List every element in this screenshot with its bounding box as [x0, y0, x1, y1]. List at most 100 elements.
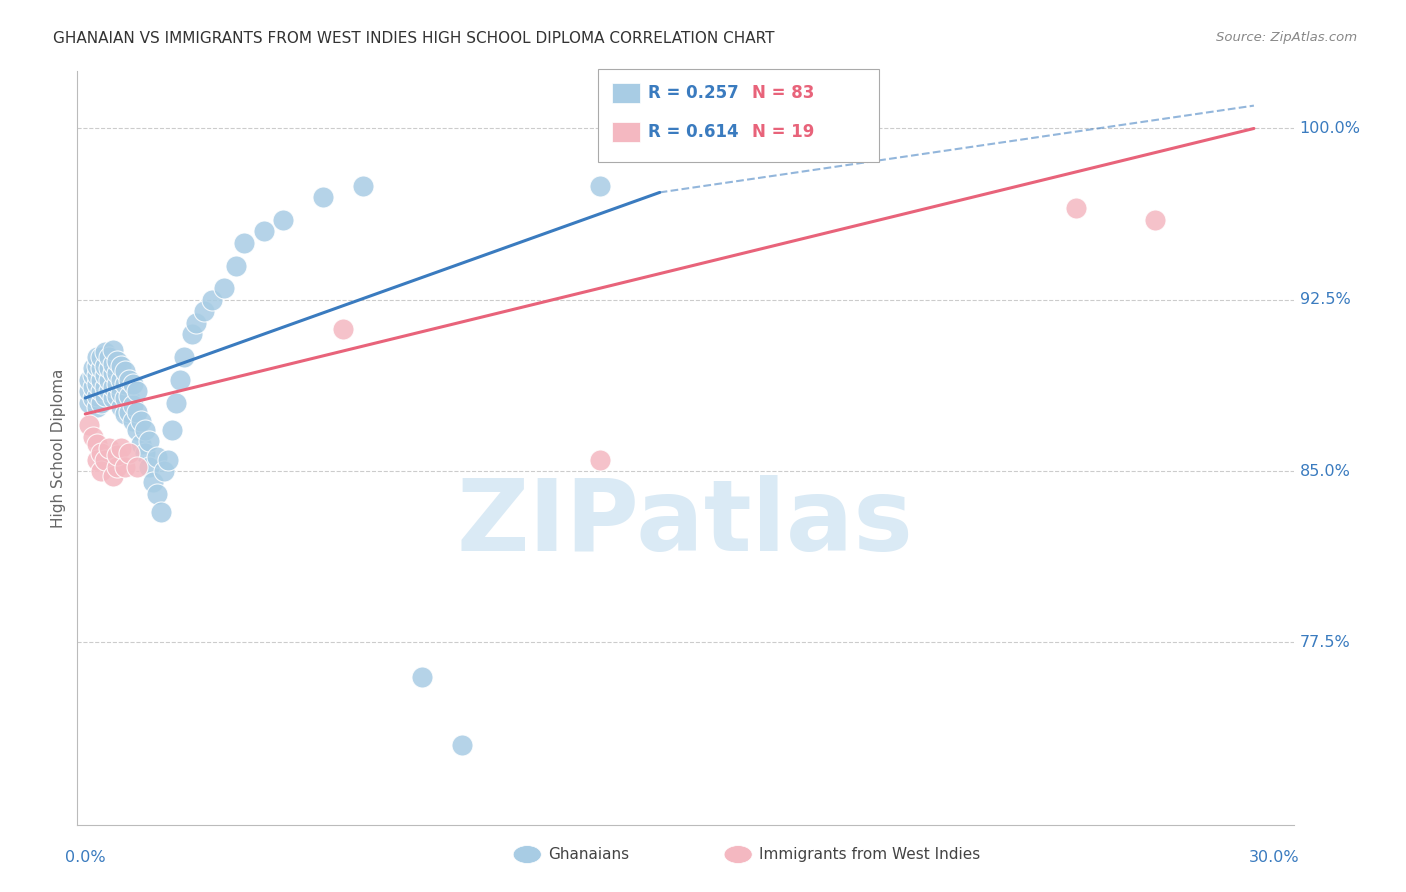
Point — [118, 373, 141, 387]
Point — [181, 326, 204, 341]
Point — [212, 281, 235, 295]
Point — [121, 377, 143, 392]
Point — [86, 350, 108, 364]
Point — [82, 379, 104, 393]
Point — [105, 354, 128, 368]
Point — [273, 212, 295, 227]
Point — [312, 190, 335, 204]
Point — [153, 464, 176, 478]
Point — [450, 738, 472, 752]
Point — [105, 448, 128, 462]
Point — [134, 423, 156, 437]
Point — [145, 487, 167, 501]
Point — [114, 363, 136, 377]
Point — [118, 405, 141, 419]
Point — [101, 391, 124, 405]
Point — [90, 395, 112, 409]
Point — [193, 304, 215, 318]
Point — [110, 359, 132, 373]
Point — [90, 350, 112, 364]
Point — [173, 350, 195, 364]
Text: N = 19: N = 19 — [752, 123, 814, 141]
Point — [118, 389, 141, 403]
Point — [110, 442, 132, 455]
Point — [201, 293, 224, 307]
Point — [101, 343, 124, 357]
Point — [118, 446, 141, 460]
Point — [125, 384, 148, 398]
Point — [94, 452, 117, 467]
Point — [86, 377, 108, 392]
Point — [86, 400, 108, 414]
Point — [157, 452, 180, 467]
Point — [105, 377, 128, 392]
Point — [94, 389, 117, 403]
Point — [134, 446, 156, 460]
Point — [105, 389, 128, 403]
Point — [332, 322, 354, 336]
Point — [589, 452, 612, 467]
Point — [114, 391, 136, 405]
Point — [82, 368, 104, 383]
Point — [138, 434, 160, 449]
Point — [114, 459, 136, 474]
Point — [98, 373, 121, 387]
Point — [125, 459, 148, 474]
Point — [98, 442, 121, 455]
Point — [101, 379, 124, 393]
Point — [114, 407, 136, 421]
Text: 100.0%: 100.0% — [1299, 121, 1361, 136]
Point — [186, 316, 208, 330]
Point — [98, 361, 121, 376]
Point — [411, 670, 433, 684]
Point — [86, 389, 108, 403]
Point — [77, 418, 100, 433]
Point — [165, 395, 187, 409]
Point — [90, 464, 112, 478]
Point — [86, 359, 108, 373]
Text: 92.5%: 92.5% — [1299, 293, 1350, 307]
Point — [129, 436, 152, 450]
Point — [121, 398, 143, 412]
Point — [86, 452, 108, 467]
Point — [1143, 212, 1166, 227]
Point — [105, 366, 128, 380]
Point — [98, 384, 121, 398]
Point — [82, 391, 104, 405]
Text: ZIPatlas: ZIPatlas — [457, 475, 914, 572]
Point — [90, 361, 112, 376]
Text: Source: ZipAtlas.com: Source: ZipAtlas.com — [1216, 31, 1357, 45]
Point — [138, 459, 160, 474]
Point — [90, 446, 112, 460]
Point — [142, 475, 165, 490]
Text: 30.0%: 30.0% — [1249, 850, 1299, 865]
Point — [77, 384, 100, 398]
Text: R = 0.257: R = 0.257 — [648, 84, 740, 102]
Point — [129, 414, 152, 428]
Point — [82, 430, 104, 444]
Point — [589, 178, 612, 193]
Point — [110, 373, 132, 387]
Point — [94, 359, 117, 373]
Point — [149, 505, 172, 519]
Point — [90, 384, 112, 398]
Text: Immigrants from West Indies: Immigrants from West Indies — [759, 847, 980, 862]
Point — [90, 373, 112, 387]
Point — [105, 459, 128, 474]
Point — [82, 361, 104, 376]
Point — [86, 368, 108, 383]
Point — [101, 468, 124, 483]
Point — [77, 395, 100, 409]
Point — [225, 259, 247, 273]
Y-axis label: High School Diploma: High School Diploma — [51, 368, 66, 528]
Point — [352, 178, 374, 193]
Point — [1064, 202, 1087, 216]
Point — [94, 379, 117, 393]
Point — [232, 235, 254, 250]
Point — [125, 405, 148, 419]
Text: N = 83: N = 83 — [752, 84, 814, 102]
Text: 0.0%: 0.0% — [65, 850, 105, 865]
Text: 85.0%: 85.0% — [1299, 464, 1351, 479]
Point — [162, 423, 184, 437]
Point — [101, 366, 124, 380]
